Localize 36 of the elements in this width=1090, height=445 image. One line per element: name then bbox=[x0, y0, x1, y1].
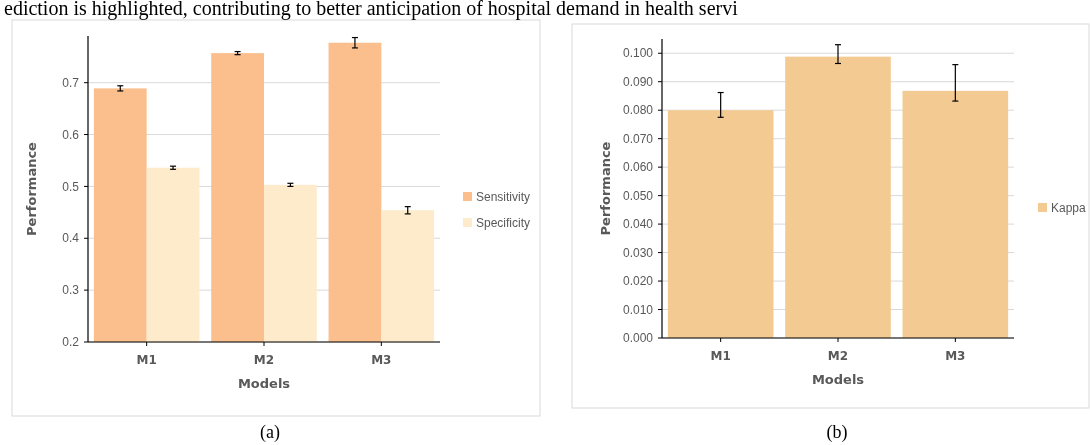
x-axis-title: Models bbox=[811, 372, 865, 387]
y-tick-label: 0.080 bbox=[622, 103, 654, 118]
y-tick-label: 0.050 bbox=[622, 188, 654, 203]
y-axis-title: Performance bbox=[598, 141, 613, 236]
y-tick-label: 0.090 bbox=[622, 74, 654, 89]
bar bbox=[785, 56, 891, 338]
x-tick-label: M1 bbox=[710, 349, 731, 363]
legend-label: Sensitivity bbox=[476, 190, 531, 205]
y-tick-label: 0.2 bbox=[62, 335, 80, 350]
y-tick-label: 0.060 bbox=[622, 160, 654, 175]
text: (b) bbox=[826, 422, 848, 443]
y-tick-label: 0.7 bbox=[62, 75, 80, 90]
y-tick-label: 0.3 bbox=[62, 283, 80, 298]
x-tick-label: M2 bbox=[253, 353, 275, 367]
legend-label: Specificity bbox=[476, 216, 531, 231]
x-tick-label: M3 bbox=[371, 353, 392, 367]
y-tick-label: 0.010 bbox=[622, 302, 654, 317]
bar bbox=[902, 90, 1009, 338]
x-tick-label: M2 bbox=[827, 349, 849, 363]
text: ediction is highlighted, contributing to better anticipation of hospital demand in health servi bbox=[4, 0, 739, 20]
y-tick-label: 0.030 bbox=[622, 245, 654, 260]
x-tick-label: M3 bbox=[945, 349, 966, 363]
bar bbox=[667, 110, 774, 338]
legend-label: Kappa bbox=[1051, 201, 1087, 216]
y-tick-label: 0.6 bbox=[62, 127, 80, 142]
text: (a) bbox=[260, 422, 280, 443]
y-tick-label: 0.040 bbox=[622, 217, 654, 232]
y-tick-label: 0.070 bbox=[622, 131, 654, 146]
y-tick-label: 0.5 bbox=[62, 179, 80, 194]
y-tick-label: 0.020 bbox=[622, 274, 654, 289]
y-tick-label: 0.000 bbox=[622, 331, 654, 346]
y-tick-label: 0.100 bbox=[622, 46, 654, 61]
x-axis-title: Models bbox=[237, 376, 291, 391]
x-tick-label: M1 bbox=[136, 353, 157, 367]
y-axis-title: Performance bbox=[24, 141, 39, 236]
y-tick-label: 0.4 bbox=[62, 231, 80, 246]
